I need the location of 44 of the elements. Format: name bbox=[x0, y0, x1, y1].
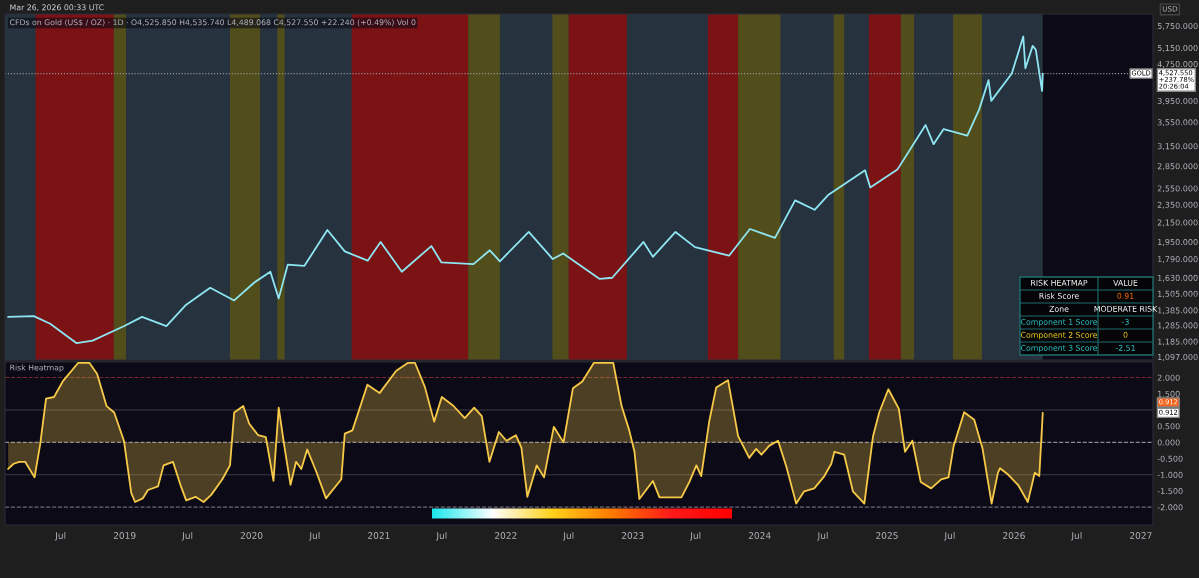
y-tick-label: 1,950.000 bbox=[1158, 239, 1198, 246]
y-tick-label: 2,350.000 bbox=[1157, 201, 1198, 209]
x-tick-label: Jul bbox=[562, 531, 574, 541]
y-tick-label: 3,150.000 bbox=[1157, 143, 1198, 151]
y-tick-label: 2,150.000 bbox=[1157, 219, 1198, 227]
x-tick-label: 2025 bbox=[876, 532, 898, 539]
x-tick-label: 2024 bbox=[748, 532, 771, 539]
x-tick-label: Jul bbox=[689, 531, 701, 541]
y-tick-label: -1.000 bbox=[1157, 471, 1183, 478]
y-tick-label: 1,630.000 bbox=[1158, 274, 1198, 282]
x-tick-label: Jul bbox=[943, 531, 955, 541]
y-tick-label: 1,097.000 bbox=[1158, 353, 1198, 361]
x-tick-label: 2020 bbox=[240, 532, 263, 539]
y-tick-label: 5,150.000 bbox=[1157, 44, 1198, 52]
x-tick-label: Jul bbox=[181, 531, 193, 541]
y-tick-label: 4,750.000 bbox=[1157, 61, 1198, 68]
x-tick-label: 2027 bbox=[1130, 532, 1152, 539]
y-tick-label: -2.000 bbox=[1157, 504, 1183, 511]
x-tick-label: Jul bbox=[308, 531, 320, 541]
y-tick-label: 2,850.000 bbox=[1157, 163, 1198, 171]
y-tick-label: 1,285.000 bbox=[1158, 322, 1198, 330]
x-tick-label: 2026 bbox=[1003, 532, 1025, 539]
y-tick-label: -1.500 bbox=[1157, 488, 1183, 495]
x-tick-label: Jul bbox=[1070, 531, 1082, 541]
y-tick-label: 0.500 bbox=[1157, 423, 1180, 430]
y-tick-label: 0.000 bbox=[1157, 439, 1180, 446]
y-tick-label: 3,950.000 bbox=[1157, 97, 1198, 105]
x-tick-label: 2019 bbox=[113, 532, 136, 539]
x-tick-label: 2021 bbox=[368, 532, 390, 539]
y-tick-label: 5,750.000 bbox=[1157, 22, 1198, 30]
y-tick-label: 1.500 bbox=[1158, 390, 1180, 397]
x-tick-label: Jul bbox=[435, 531, 447, 541]
y-tick-label: 1,185.000 bbox=[1158, 338, 1198, 346]
x-tick-label: 2022 bbox=[494, 532, 517, 539]
y-tick-label: 1,505.000 bbox=[1158, 290, 1198, 298]
y-tick-label: 1,385.000 bbox=[1158, 307, 1198, 315]
x-tick-label: Jul bbox=[54, 531, 66, 541]
y-tick-label: 2,550.000 bbox=[1157, 185, 1198, 193]
y-tick-label: -0.500 bbox=[1157, 455, 1183, 462]
x-tick-label: Jul bbox=[817, 531, 828, 541]
y-tick-label: 1,790.000 bbox=[1158, 256, 1198, 264]
y-tick-label: 2.000 bbox=[1157, 374, 1180, 381]
y-tick-label: 3,550.000 bbox=[1157, 119, 1198, 127]
x-tick-label: 2023 bbox=[621, 532, 644, 539]
